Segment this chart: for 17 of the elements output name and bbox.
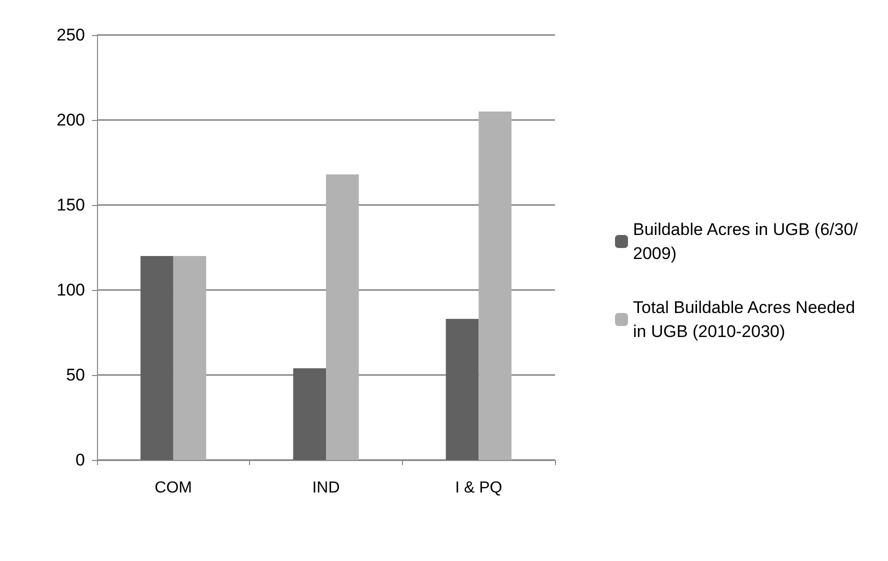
y-tick-label: 150 — [56, 196, 85, 214]
bar — [478, 112, 512, 460]
y-tick-label: 0 — [76, 450, 85, 470]
bar — [293, 368, 326, 460]
y-tick-label: 250 — [56, 26, 85, 44]
x-tick-label: COM — [154, 480, 192, 496]
y-tick-label: 50 — [66, 366, 85, 384]
bar — [446, 318, 479, 460]
legend-label: Buildable Acres in UGB (6/30/2009) — [633, 220, 858, 263]
x-tick-label: IND — [312, 480, 340, 496]
y-tick-label: 100 — [56, 280, 85, 300]
bar — [326, 174, 359, 460]
bar — [140, 256, 174, 460]
y-tick-label: 200 — [56, 110, 85, 130]
x-tick-label: I & PQ — [455, 480, 502, 496]
legend-label: Total Buildable Acres Needed in UGB (2010-2030) — [633, 298, 860, 341]
bar — [173, 256, 206, 460]
